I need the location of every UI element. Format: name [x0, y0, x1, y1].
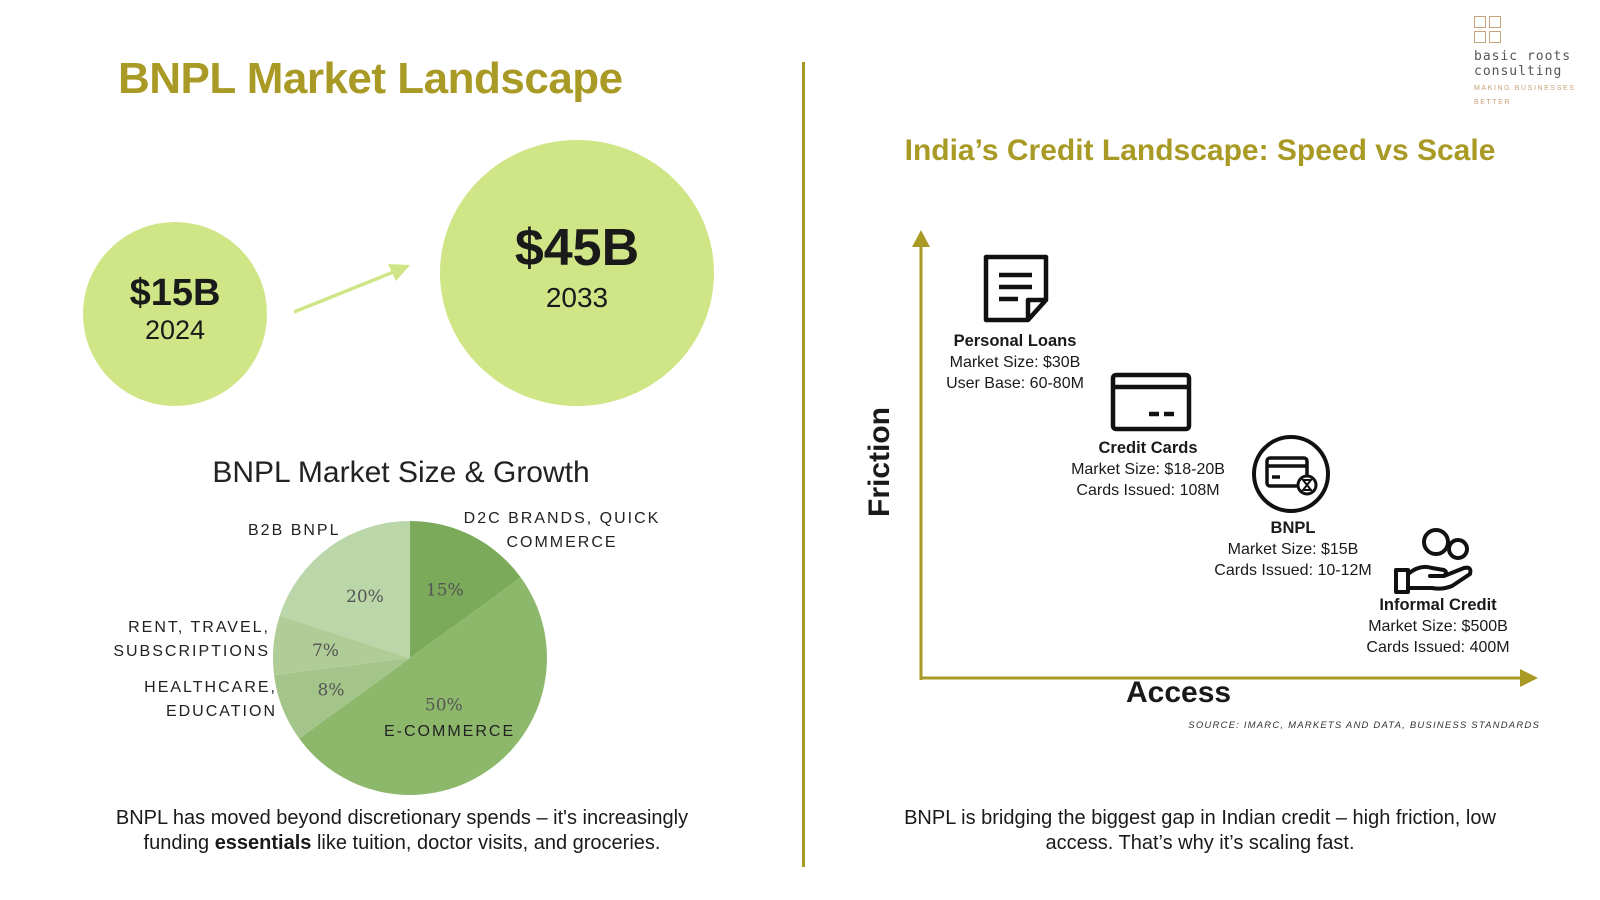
pie-slice-d2c: [410, 521, 521, 658]
credit-item-bnpl: BNPL Market Size: $15B Cards Issued: 10-…: [1193, 518, 1393, 581]
four-squares-logo-icon: [1474, 16, 1594, 43]
logo-tagline-line1: MAKING BUSINESSES: [1474, 85, 1576, 92]
pie-slice-ecommerce-percent: 50%: [425, 696, 463, 716]
market-2033-circle: $45B 2033: [440, 140, 714, 406]
pie-label-healthcare-line1: HEALTHCARE,: [144, 679, 277, 696]
logo-tagline-line2: BETTER: [1474, 99, 1512, 106]
pie-label-healthcare-line2: EDUCATION: [165, 703, 277, 720]
pie-label-rent-line2: SUBSCRIPTIONS: [113, 643, 270, 660]
credit-item-personal-loans: Personal Loans Market Size: $30B User Ba…: [915, 331, 1115, 394]
credit-item-line1: Market Size: $15B: [1227, 541, 1359, 558]
pie-chart: 15% 50% 8% 7% 20%: [273, 521, 547, 795]
pie-label-rent-line1: RENT, TRAVEL,: [128, 619, 270, 636]
x-axis-arrow: [1520, 669, 1538, 687]
left-caption: BNPL has moved beyond discretionary spen…: [82, 806, 722, 856]
pie-slice-ecommerce: [299, 577, 547, 795]
right-caption: BNPL is bridging the biggest gap in Indi…: [862, 806, 1538, 856]
credit-card-icon: [1110, 372, 1192, 432]
pie-label-ecommerce: E-COMMERCE: [384, 723, 516, 740]
left-caption-emphasis: essentials: [214, 832, 312, 854]
credit-item-line1: Market Size: $18-20B: [1071, 461, 1225, 478]
credit-landscape-title: India’s Credit Landscape: Speed vs Scale: [904, 134, 1496, 167]
right-caption-line1: BNPL is bridging the biggest gap in Indi…: [904, 807, 1496, 829]
pie-slice-b2b: [279, 521, 410, 658]
arrow-up-right-icon: [293, 264, 410, 314]
market-2024-value: $15B: [129, 272, 221, 314]
credit-item-name: Personal Loans: [953, 332, 1077, 350]
credit-item-name: Informal Credit: [1379, 596, 1497, 614]
pie-slice-healthcare-percent: 8%: [318, 680, 345, 700]
pie-label-d2c-line2: COMMERCE: [506, 534, 618, 551]
card-hourglass-icon: [1252, 435, 1330, 513]
credit-item-line1: Market Size: $30B: [949, 354, 1081, 371]
logo-name-line1: basic roots: [1474, 49, 1572, 64]
document-icon: [983, 254, 1049, 323]
pie-label-b2b: B2B BNPL: [248, 522, 341, 539]
credit-item-name: BNPL: [1270, 519, 1316, 537]
pie-chart-title: BNPL Market Size & Growth: [212, 456, 590, 489]
market-2033-value: $45B: [514, 219, 640, 277]
right-caption-line2: access. That’s why it’s scaling fast.: [1045, 832, 1355, 854]
pie-label-rent: RENT, TRAVEL, SUBSCRIPTIONS: [100, 616, 270, 664]
market-2033-year: 2033: [545, 282, 609, 313]
pie-slice-healthcare: [274, 658, 410, 739]
credit-item-line1: Market Size: $500B: [1368, 618, 1508, 635]
market-2024-year: 2024: [144, 315, 206, 345]
page-title: BNPL Market Landscape: [118, 54, 623, 103]
pie-slice-b2b-percent: 20%: [346, 587, 384, 607]
credit-item-informal-credit: Informal Credit Market Size: $500B Cards…: [1338, 595, 1538, 658]
credit-item-line2: Cards Issued: 108M: [1076, 482, 1220, 499]
axis-friction-label: Friction: [863, 407, 896, 517]
pie-label-d2c: D2C BRANDS, QUICK COMMERCE: [462, 507, 662, 555]
credit-item-credit-cards: Credit Cards Market Size: $18-20B Cards …: [1048, 438, 1248, 501]
credit-item-name: Credit Cards: [1098, 439, 1198, 457]
vertical-divider: [802, 62, 805, 867]
company-logo: basic roots consulting MAKING BUSINESSES…: [1474, 16, 1594, 107]
credit-item-line2: Cards Issued: 400M: [1366, 639, 1510, 656]
logo-name-line2: consulting: [1474, 64, 1563, 79]
axis-access-label: Access: [1126, 676, 1232, 709]
pie-label-d2c-line1: D2C BRANDS, QUICK: [463, 510, 661, 527]
source-note: SOURCE: IMARC, MARKETS AND DATA, BUSINES…: [1188, 720, 1540, 731]
credit-item-line2: User Base: 60-80M: [946, 375, 1084, 392]
pie-label-healthcare: HEALTHCARE, EDUCATION: [110, 676, 277, 724]
pie-slice-rent: [273, 615, 410, 676]
pie-slice-rent-percent: 7%: [312, 641, 339, 661]
left-caption-line1: BNPL has moved beyond discretionary spen…: [115, 807, 689, 829]
y-axis-arrow: [912, 230, 930, 247]
market-2024-circle: $15B 2024: [83, 222, 267, 406]
credit-item-line2: Cards Issued: 10-12M: [1214, 562, 1372, 579]
pie-slice-d2c-percent: 15%: [426, 581, 464, 601]
left-caption-line2: funding essentials like tuition, doctor …: [143, 832, 661, 854]
hand-coins-icon: [1394, 528, 1473, 594]
